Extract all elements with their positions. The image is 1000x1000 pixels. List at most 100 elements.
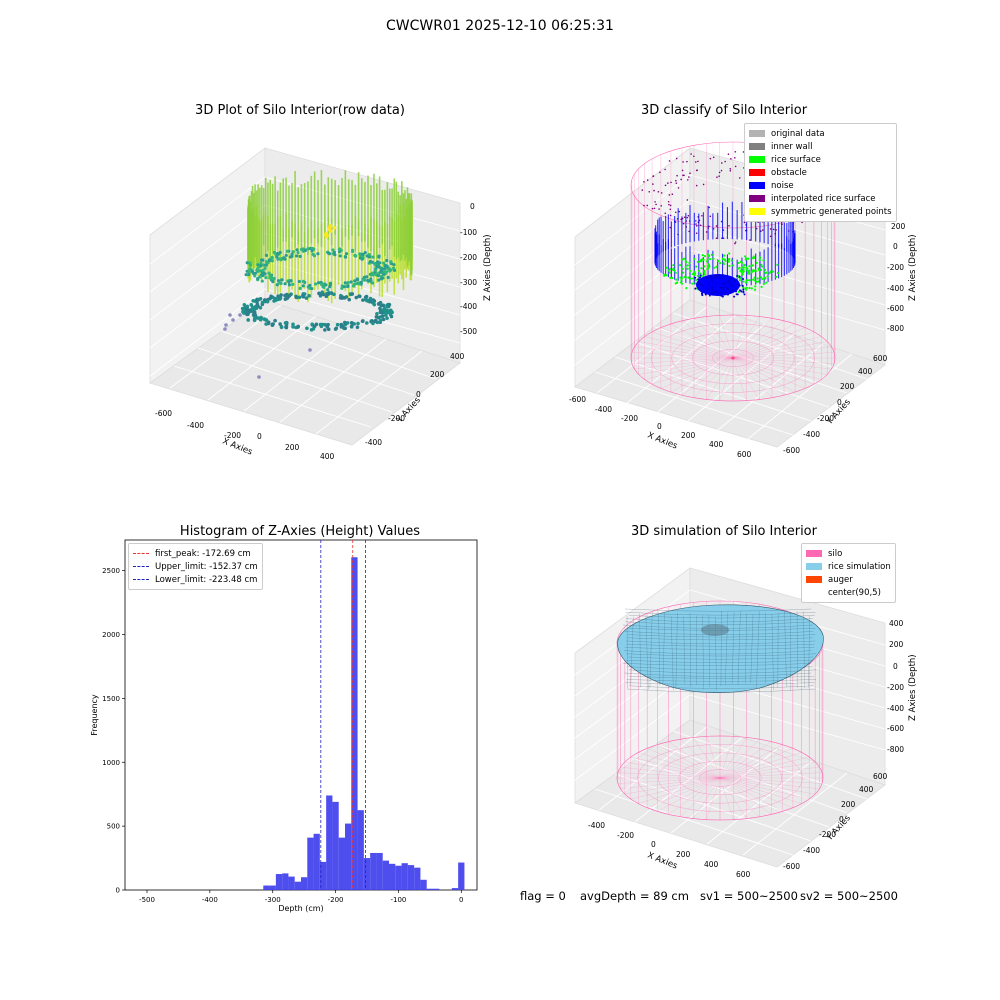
data-point xyxy=(262,298,267,302)
rice-surface-point xyxy=(706,253,709,256)
rice-surface-point xyxy=(737,261,740,265)
reference-lines xyxy=(320,540,366,890)
surface-mesh-line xyxy=(625,682,815,685)
rice-surface-point xyxy=(695,265,698,268)
rice-surface-point xyxy=(764,271,767,274)
data-point xyxy=(375,311,379,316)
data-point xyxy=(380,267,384,271)
histogram-bar xyxy=(401,863,408,890)
rice-surface-point xyxy=(681,258,684,261)
histogram-bar xyxy=(433,888,440,890)
noise-point xyxy=(711,280,714,283)
rice-surface-point xyxy=(755,280,758,283)
rice-surface-point xyxy=(680,277,683,280)
interpolated-point xyxy=(769,235,772,238)
data-point xyxy=(262,317,267,321)
noise-point xyxy=(711,287,714,290)
interpolated-point xyxy=(702,183,705,186)
surface-mesh-line xyxy=(720,611,722,686)
y-tick: -400 xyxy=(803,846,820,855)
silo-floor-spoke xyxy=(630,756,721,779)
interpolated-point xyxy=(761,229,764,231)
silo-floor-spoke xyxy=(638,752,721,779)
surface-mesh-line xyxy=(626,688,816,693)
interpolated-point xyxy=(670,181,672,184)
data-point xyxy=(361,298,365,302)
histogram-bar xyxy=(414,867,421,890)
silo-floor-spoke xyxy=(732,357,796,393)
silo-floor-spoke xyxy=(732,346,832,359)
rice-surface-point xyxy=(701,254,704,257)
data-point xyxy=(291,325,295,329)
legend-item: obstacle xyxy=(749,166,892,179)
histogram-bar xyxy=(319,861,327,890)
data-point xyxy=(381,276,385,280)
interpolated-point xyxy=(695,232,698,235)
rice-surface-point xyxy=(707,255,711,258)
histogram-bar xyxy=(458,862,465,890)
data-point xyxy=(282,256,286,260)
silo-floor-spoke xyxy=(706,316,734,359)
data-point xyxy=(357,294,362,299)
data-point xyxy=(258,305,263,310)
data-point xyxy=(362,275,367,279)
rice-surface-point xyxy=(741,273,744,276)
y-tick-label: 0 xyxy=(116,887,120,895)
z-axis-label: Z Axies (Depth) xyxy=(908,234,918,301)
data-point xyxy=(287,283,292,287)
rice-surface-point xyxy=(763,276,766,279)
legend-swatch xyxy=(749,195,765,202)
data-point xyxy=(247,272,251,277)
interpolated-point xyxy=(738,177,741,179)
noise-point xyxy=(726,293,729,296)
data-point xyxy=(251,299,255,303)
data-point xyxy=(364,294,369,299)
histogram-bar xyxy=(294,881,301,890)
data-point xyxy=(367,255,372,259)
x-tick: -200 xyxy=(617,831,634,840)
z-axis-label: Z Axies (Depth) xyxy=(908,654,918,721)
y-tick: 0 xyxy=(839,815,844,824)
x-tick-label: 0 xyxy=(459,896,463,904)
y-tick: 200 xyxy=(840,382,855,391)
rice-surface-point xyxy=(706,268,709,271)
interpolated-point xyxy=(669,214,672,217)
rice-surface-point xyxy=(762,259,765,262)
surface-mesh-line xyxy=(626,679,816,682)
surface-mesh-line xyxy=(771,614,774,691)
interpolated-point xyxy=(660,192,663,194)
y-tick-label: 1000 xyxy=(102,759,120,767)
silo-floor-spoke xyxy=(719,777,783,812)
y-tick: -600 xyxy=(783,446,800,455)
x-axis-label: X Axies xyxy=(646,431,679,452)
noise-point xyxy=(730,282,733,285)
histogram-bar xyxy=(301,877,308,890)
rice-surface-point xyxy=(759,256,762,259)
y-tick: 0 xyxy=(837,398,842,407)
data-point xyxy=(355,325,360,330)
interpolated-point xyxy=(772,228,775,231)
data-point xyxy=(263,266,267,270)
x-tick: 0 xyxy=(651,840,656,849)
data-point xyxy=(369,319,374,323)
z-tick: -100 xyxy=(460,228,477,237)
rice-surface-point xyxy=(739,260,743,263)
silo-floor-spoke xyxy=(652,331,734,359)
data-point xyxy=(259,316,263,320)
interpolated-point xyxy=(668,203,670,206)
legend-label: auger xyxy=(828,574,853,585)
silo-floor-spoke xyxy=(719,761,816,779)
data-point xyxy=(246,318,250,322)
histogram-bar xyxy=(282,873,289,890)
data-point xyxy=(377,278,381,282)
rice-surface-point xyxy=(736,267,740,270)
legend-swatch xyxy=(749,156,765,163)
rice-surface-point xyxy=(706,258,709,261)
rice-surface-point xyxy=(753,276,756,279)
surface-mesh-line xyxy=(628,685,814,689)
x-tick: -400 xyxy=(588,821,605,830)
data-point xyxy=(344,252,349,256)
interpolated-point xyxy=(695,169,698,172)
silo-floor-spoke xyxy=(719,741,772,779)
silo-floor-spoke xyxy=(719,315,734,359)
